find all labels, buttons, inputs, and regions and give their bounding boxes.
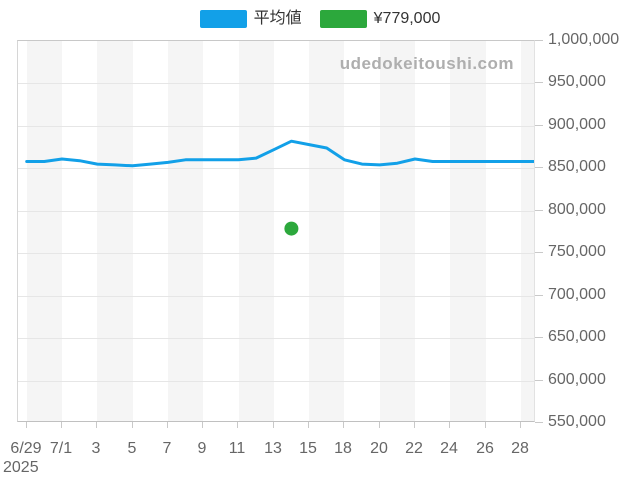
y-axis-label: 1,000,000 [548,31,620,48]
plot-band-gray [450,41,486,421]
plot-band-gray [379,41,415,421]
chart-legend: 平均値 ¥779,000 [0,8,640,30]
plot-band-gray [309,41,345,421]
x-axis-tick [167,422,168,428]
y-axis-label: 650,000 [548,328,606,345]
x-axis-tick [343,422,344,428]
x-axis-tick [273,422,274,428]
x-axis-tick [237,422,238,428]
gridline [18,295,534,297]
y-axis-label: 700,000 [548,286,606,303]
x-axis-label: 15 [299,440,317,457]
x-axis-label: 26 [476,440,494,457]
y-axis-tick [535,125,543,126]
y-axis-tick [535,82,543,83]
y-axis-label: 950,000 [548,73,606,90]
x-axis-tick [96,422,97,428]
x-axis-label: 18 [334,440,352,457]
plot-band-gray [167,41,204,421]
x-axis-label: 20 [370,440,388,457]
gridline [18,168,534,170]
y-axis-tick [535,167,543,168]
legend-item-price[interactable]: ¥779,000 [319,10,441,28]
y-axis-label: 550,000 [548,413,606,430]
x-axis-label: 7 [162,440,172,457]
x-axis-tick [485,422,486,428]
x-axis-tick [308,422,309,428]
x-axis-label: 22 [405,440,423,457]
x-axis-label: 13 [264,440,282,457]
plot-band-gray [26,41,62,421]
y-axis-tick [535,380,543,381]
x-axis-tick [26,422,27,428]
x-axis-label: 28 [511,440,529,457]
x-axis-year-label: 2025 [3,459,39,476]
average-price-line [25,139,534,168]
x-axis-label: 3 [91,440,101,457]
x-axis-tick [202,422,203,428]
y-axis-label: 750,000 [548,243,606,260]
x-axis-tick [132,422,133,428]
gridline [18,125,534,127]
y-axis-tick [535,210,543,211]
gridline [18,210,534,212]
y-axis-label: 800,000 [548,201,606,218]
legend-item-average[interactable]: 平均値 [199,10,302,28]
y-axis-tick [535,40,543,41]
x-axis-label: 11 [228,440,246,457]
x-axis-label: 6/29 [10,440,42,457]
x-axis-label: 5 [127,440,137,457]
y-axis-tick [535,252,543,253]
gridline [18,83,534,85]
y-axis-tick [535,295,543,296]
legend-label-average: 平均値 [253,10,302,27]
watermark: udedokeitoushi.com [339,54,514,73]
line-chart [25,139,534,236]
price-point-marker[interactable] [284,221,299,236]
gridline [18,338,534,340]
x-axis-label: 24 [440,440,458,457]
y-axis-tick [535,422,543,423]
x-axis-label: 7/1 [49,440,73,457]
x-axis-tick [449,422,450,428]
y-axis-tick [535,337,543,338]
legend-swatch-blue [199,10,247,28]
x-axis-tick [414,422,415,428]
x-axis-tick [520,422,521,428]
y-axis-label: 850,000 [548,158,606,175]
y-axis-label: 900,000 [548,116,606,133]
gridline [18,253,534,255]
plot-band-gray [97,41,133,421]
plot-band-gray [520,41,534,421]
plot-band-gray [238,41,274,421]
chart-plot-area: udedokeitoushi.com [17,40,535,422]
x-axis-label: 9 [197,440,207,457]
y-axis-label: 600,000 [548,371,606,388]
gridline [18,380,534,382]
x-axis-tick [61,422,62,428]
x-axis-tick [379,422,380,428]
legend-label-price: ¥779,000 [373,10,441,27]
legend-swatch-green [319,10,367,28]
